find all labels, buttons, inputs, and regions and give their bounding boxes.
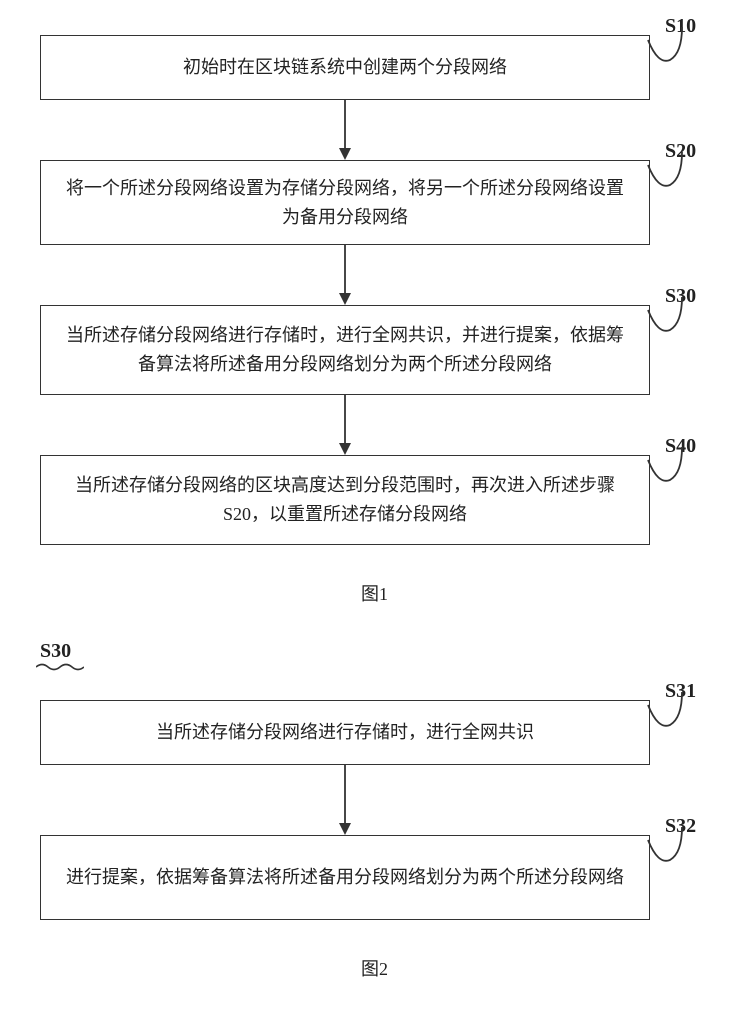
connector-curve-s10 (640, 25, 690, 65)
wavy-underline-icon (36, 662, 84, 672)
arrow-s30-s40 (335, 395, 355, 455)
step-text: 当所述存储分段网络的区块高度达到分段范围时，再次进入所述步骤S20，以重置所述存… (61, 471, 629, 529)
figure-2-section-label: S30 (40, 640, 71, 663)
step-text: 当所述存储分段网络进行存储时，进行全网共识，并进行提案，依据筹备算法将所述备用分… (61, 321, 629, 379)
step-box-s40: 当所述存储分段网络的区块高度达到分段范围时，再次进入所述步骤S20，以重置所述存… (40, 455, 650, 545)
connector-curve-s40 (640, 445, 690, 485)
connector-curve-s32 (640, 825, 690, 865)
connector-curve-s30 (640, 295, 690, 335)
step-box-s31: 当所述存储分段网络进行存储时，进行全网共识 (40, 700, 650, 765)
step-text: 当所述存储分段网络进行存储时，进行全网共识 (156, 718, 534, 747)
step-text: 将一个所述分段网络设置为存储分段网络，将另一个所述分段网络设置为备用分段网络 (61, 174, 629, 232)
step-box-s20: 将一个所述分段网络设置为存储分段网络，将另一个所述分段网络设置为备用分段网络 (40, 160, 650, 245)
figure-1-caption: 图1 (0, 580, 749, 606)
arrow-s10-s20 (335, 100, 355, 160)
connector-curve-s20 (640, 150, 690, 190)
step-box-s30: 当所述存储分段网络进行存储时，进行全网共识，并进行提案，依据筹备算法将所述备用分… (40, 305, 650, 395)
step-text: 进行提案，依据筹备算法将所述备用分段网络划分为两个所述分段网络 (66, 863, 624, 892)
connector-curve-s31 (640, 690, 690, 730)
arrow-s31-s32 (335, 765, 355, 835)
step-box-s10: 初始时在区块链系统中创建两个分段网络 (40, 35, 650, 100)
step-text: 初始时在区块链系统中创建两个分段网络 (183, 53, 507, 82)
arrow-s20-s30 (335, 245, 355, 305)
step-box-s32: 进行提案，依据筹备算法将所述备用分段网络划分为两个所述分段网络 (40, 835, 650, 920)
figure-2-caption: 图2 (0, 955, 749, 981)
